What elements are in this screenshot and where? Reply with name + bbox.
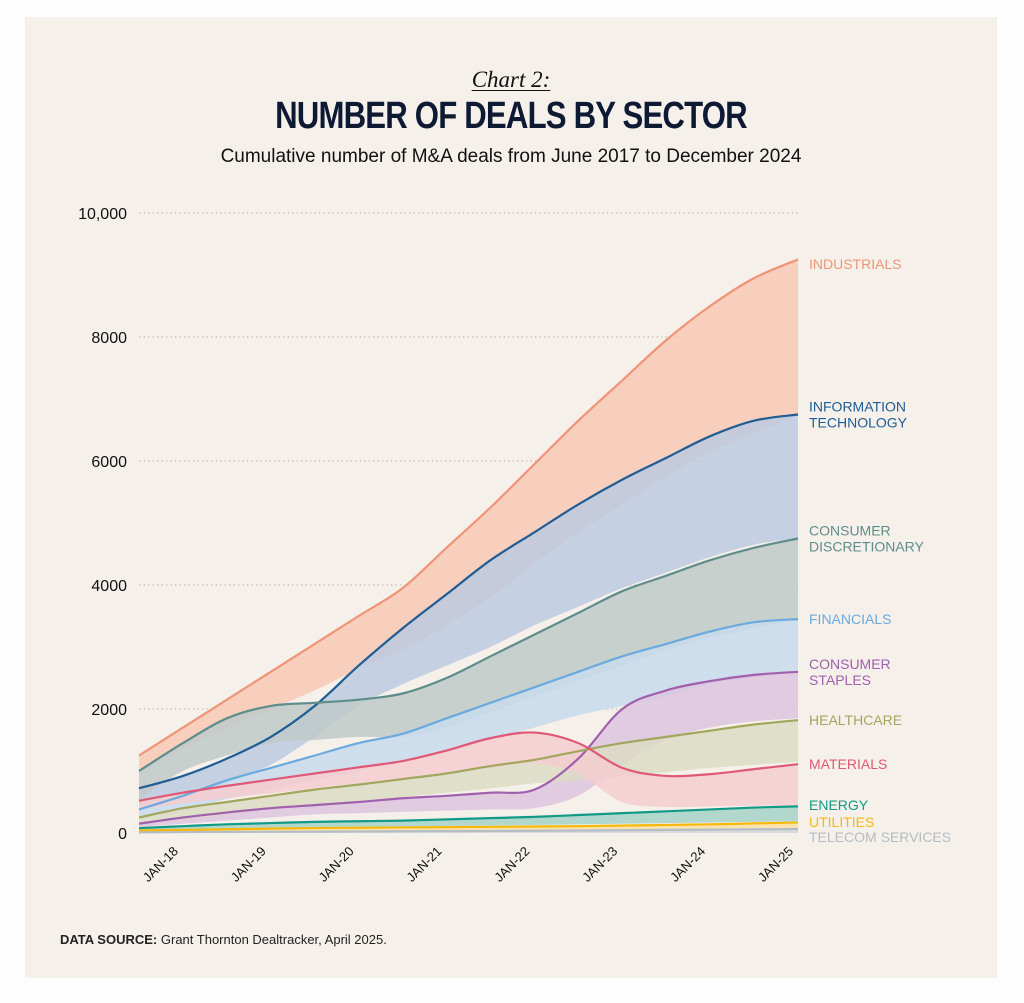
series-line-telecom-services — [138, 827, 799, 834]
series-band-industrials — [139, 259, 798, 771]
series-line-consumer-discretionary — [138, 537, 799, 772]
x-tick-label: JAN-22 — [491, 844, 532, 885]
chart-number: Chart 2: — [471, 67, 551, 92]
chart-kicker: Chart 2: — [25, 67, 997, 93]
series-line-industrials — [138, 258, 799, 757]
series-band-financials — [139, 619, 798, 818]
x-tick-label: JAN-19 — [228, 844, 269, 885]
y-tick-label: 10,000 — [78, 206, 127, 223]
series-label-financials: FINANCIALS — [809, 611, 891, 627]
y-tick-label: 2000 — [91, 702, 127, 719]
series-labels: INDUSTRIALS INFORMATION TECHNOLOGY CONSUMER… — [809, 256, 951, 845]
series-bands — [139, 259, 798, 833]
y-tick-label: 0 — [118, 826, 127, 843]
x-tick-label: JAN-18 — [140, 844, 181, 885]
data-source-label: DATA SOURCE: — [60, 932, 158, 947]
series-label-consumer-discretionary: CONSUMER DISCRETIONARY — [809, 523, 925, 555]
x-tick-label: JAN-20 — [316, 844, 357, 885]
series-line-energy — [138, 805, 799, 830]
series-band-healthcare — [139, 720, 798, 824]
series-label-industrials: INDUSTRIALS — [809, 256, 902, 272]
series-line-utilities — [138, 821, 799, 832]
series-line-financials — [138, 618, 799, 811]
x-tick-label: JAN-25 — [755, 844, 796, 885]
series-line-information-technology — [138, 413, 799, 790]
chart-title: NUMBER OF DEALS BY SECTOR — [275, 95, 748, 137]
y-tick-label: 8000 — [91, 330, 127, 347]
x-tick-label: JAN-21 — [403, 844, 444, 885]
x-tick-label: JAN-24 — [667, 844, 708, 885]
series-band-energy — [139, 806, 798, 831]
series-lines — [138, 258, 799, 834]
data-source-text: Grant Thornton Dealtracker, April 2025. — [160, 932, 387, 947]
y-axis: 0 2000 4000 6000 8000 10,000 — [78, 206, 127, 843]
series-line-healthcare — [138, 719, 799, 819]
x-axis: JAN-18 JAN-19 JAN-20 JAN-21 JAN-22 JAN-23 JAN-… — [140, 844, 796, 885]
series-label-telecom-services: TELECOM SERVICES — [809, 829, 951, 845]
series-line-materials — [138, 731, 799, 802]
data-source: DATA SOURCE: Grant Thornton Dealtracker,… — [60, 932, 387, 947]
y-tick-label: 6000 — [91, 454, 127, 471]
chart-subtitle: Cumulative number of M&A deals from June… — [220, 146, 802, 167]
x-tick-label: JAN-23 — [579, 844, 620, 885]
y-tick-label: 4000 — [91, 578, 127, 595]
series-line-consumer-staples — [138, 670, 799, 825]
series-band-information-technology — [139, 414, 798, 812]
series-label-energy: ENERGY — [809, 797, 869, 813]
series-band-consumer-staples — [139, 671, 798, 827]
series-label-consumer-staples: CONSUMER STAPLES — [809, 656, 891, 688]
series-label-materials: MATERIALS — [809, 756, 887, 772]
series-band-materials — [139, 732, 798, 810]
series-label-utilities: UTILITIES — [809, 814, 874, 830]
series-label-healthcare: HEALTHCARE — [809, 712, 902, 728]
series-label-information-technology: INFORMATION TECHNOLOGY — [809, 399, 908, 431]
